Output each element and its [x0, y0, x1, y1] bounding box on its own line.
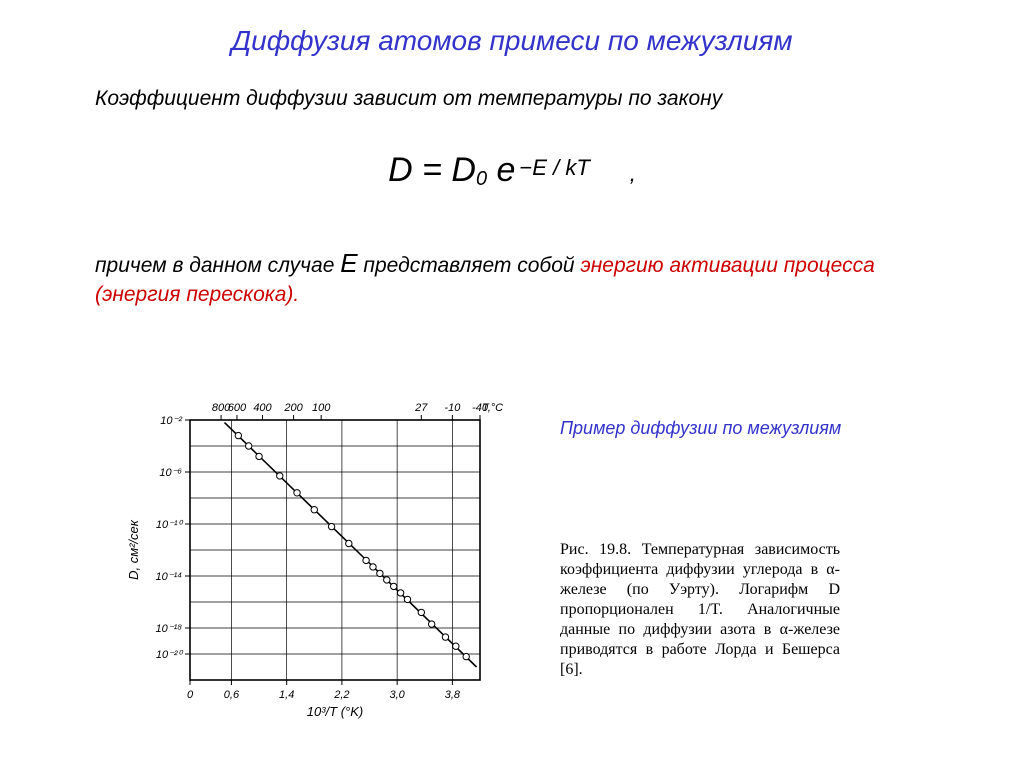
- formula-e: e: [487, 151, 515, 189]
- formula-comma: ,: [630, 161, 636, 186]
- page-title: Диффузия атомов примеси по межузлиям: [0, 0, 1024, 57]
- formula-exponent: −E / kT: [519, 155, 589, 180]
- exp-slash: /: [547, 155, 565, 180]
- formula-lhs: D = D: [388, 151, 476, 189]
- para2-E: E: [340, 248, 357, 278]
- figure-caption: Рис. 19.8. Температурная зависимость коэ…: [560, 540, 840, 680]
- example-label: Пример диффузии по межузлиям: [560, 418, 841, 439]
- svg-text:D, см²/сек: D, см²/сек: [126, 519, 141, 580]
- svg-text:3,0: 3,0: [389, 689, 405, 701]
- paragraph-2: причем в данном случае E представляет со…: [95, 246, 929, 309]
- formula: D = D0 e−E / kT,: [0, 151, 1024, 191]
- svg-text:2,2: 2,2: [333, 689, 349, 701]
- svg-text:600: 600: [228, 402, 247, 414]
- svg-text:1,4: 1,4: [279, 689, 294, 701]
- svg-text:100: 100: [312, 402, 331, 414]
- exp-kT: kT: [565, 155, 589, 180]
- exp-E: E: [532, 155, 547, 180]
- svg-text:-10: -10: [444, 402, 461, 414]
- exp-minus: −: [519, 155, 532, 180]
- svg-text:10⁻²: 10⁻²: [160, 415, 182, 427]
- para2-a: причем в данном случае: [95, 254, 340, 277]
- svg-text:10⁻¹⁰: 10⁻¹⁰: [156, 519, 184, 531]
- svg-text:10⁻²⁰: 10⁻²⁰: [156, 649, 184, 661]
- svg-text:10⁻¹⁸: 10⁻¹⁸: [156, 623, 183, 635]
- svg-text:400: 400: [253, 402, 272, 414]
- svg-text:0: 0: [187, 689, 194, 701]
- diffusion-chart: 0 0,6 1,4 2,2 3,0 3,8 10³/T (°K) 10⁻² 10⁻⁶ 10⁻¹⁰ 1…: [120, 390, 520, 740]
- para2-b: представляет собой: [358, 254, 581, 277]
- svg-text:3,8: 3,8: [445, 689, 461, 701]
- intro-text: Коэффициент диффузии зависит от температ…: [95, 87, 1024, 111]
- chart-container: 0 0,6 1,4 2,2 3,0 3,8 10³/T (°K) 10⁻² 10⁻⁶ 10⁻¹⁰ 1…: [120, 390, 520, 745]
- svg-text:10⁻¹⁴: 10⁻¹⁴: [156, 571, 183, 583]
- svg-text:200: 200: [283, 402, 303, 414]
- formula-sub0: 0: [476, 168, 487, 190]
- svg-text:10⁻⁶: 10⁻⁶: [159, 467, 182, 479]
- svg-text:0,6: 0,6: [224, 689, 240, 701]
- svg-text:27: 27: [414, 402, 428, 414]
- svg-text:10³/T (°K): 10³/T (°K): [307, 704, 363, 719]
- svg-text:T,°C: T,°C: [482, 402, 503, 414]
